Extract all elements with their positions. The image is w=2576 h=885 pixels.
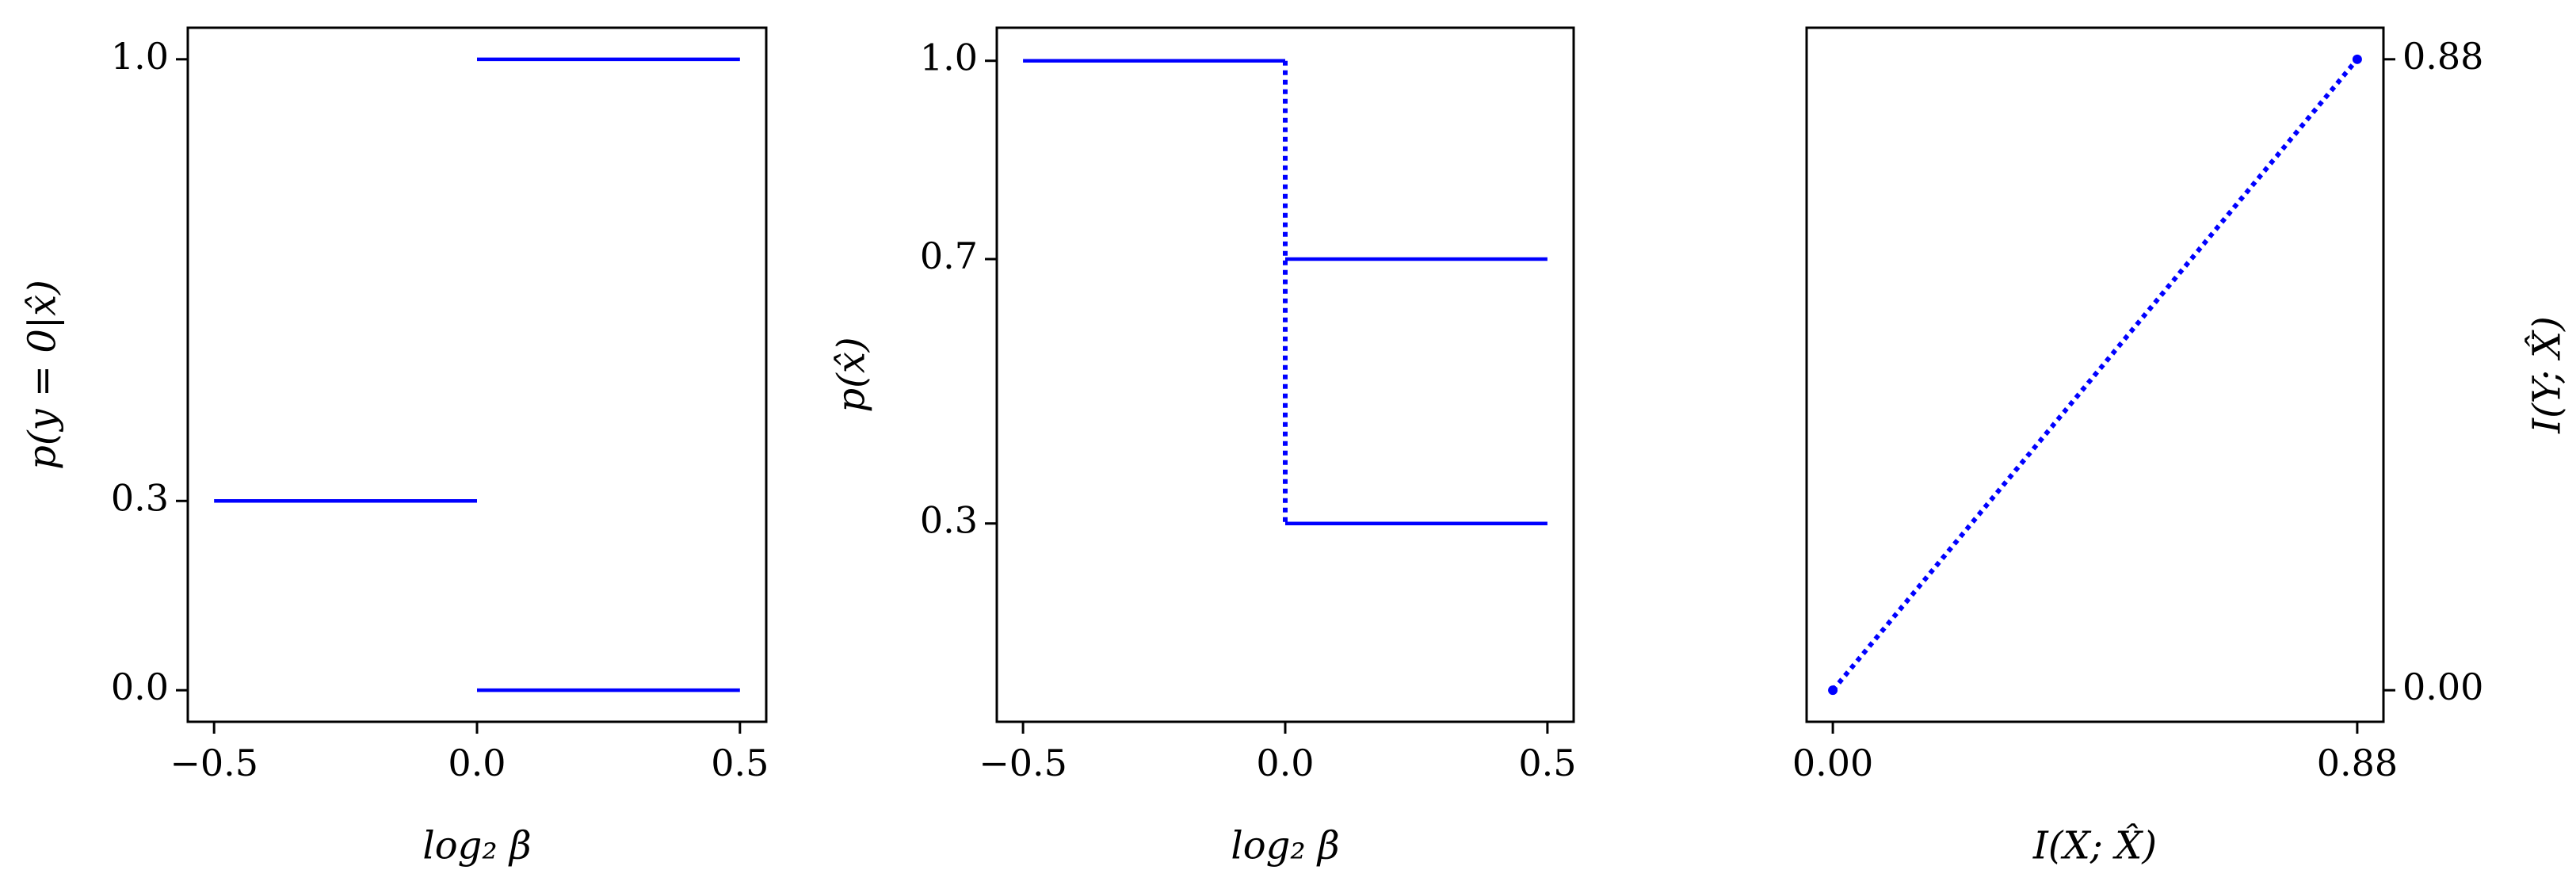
x-tick-label: 0.00 xyxy=(1792,742,1873,784)
x-axis-label: log₂ β xyxy=(1231,824,1339,868)
axes-frame xyxy=(186,26,768,723)
axes-frame xyxy=(1805,26,2385,723)
y-tick-label: 1.0 xyxy=(111,35,169,78)
x-tick-label: 0.5 xyxy=(711,742,769,784)
point-marker xyxy=(2352,54,2362,64)
x-tick-label: −0.5 xyxy=(979,742,1067,784)
y-tick-label: 0.7 xyxy=(920,235,978,277)
x-axis-label: I(X; X̂) xyxy=(2032,822,2157,868)
y-axis-label: I(Y; X̂) xyxy=(2524,316,2570,434)
x-tick-label: 0.0 xyxy=(1256,742,1314,784)
y-axis-label: p(y = 0|x̂) xyxy=(21,280,65,470)
y-axis-label: p(x̂) xyxy=(830,337,874,412)
x-tick-label: −0.5 xyxy=(170,742,258,784)
y-tick-label: 0.3 xyxy=(111,476,169,519)
y-tick-label: 0.3 xyxy=(920,499,978,542)
series-line xyxy=(1830,57,2360,692)
x-axis-label: log₂ β xyxy=(422,824,531,868)
x-tick-label: 0.88 xyxy=(2317,742,2398,784)
x-tick-label: 0.5 xyxy=(1518,742,1576,784)
y-tick-label: 1.0 xyxy=(920,36,978,79)
y-tick-label: 0.00 xyxy=(2402,666,2483,708)
y-tick-label: 0.88 xyxy=(2402,35,2483,78)
x-tick-label: 0.0 xyxy=(448,742,506,784)
point-marker xyxy=(1828,685,1838,696)
y-tick-label: 0.0 xyxy=(111,666,169,708)
